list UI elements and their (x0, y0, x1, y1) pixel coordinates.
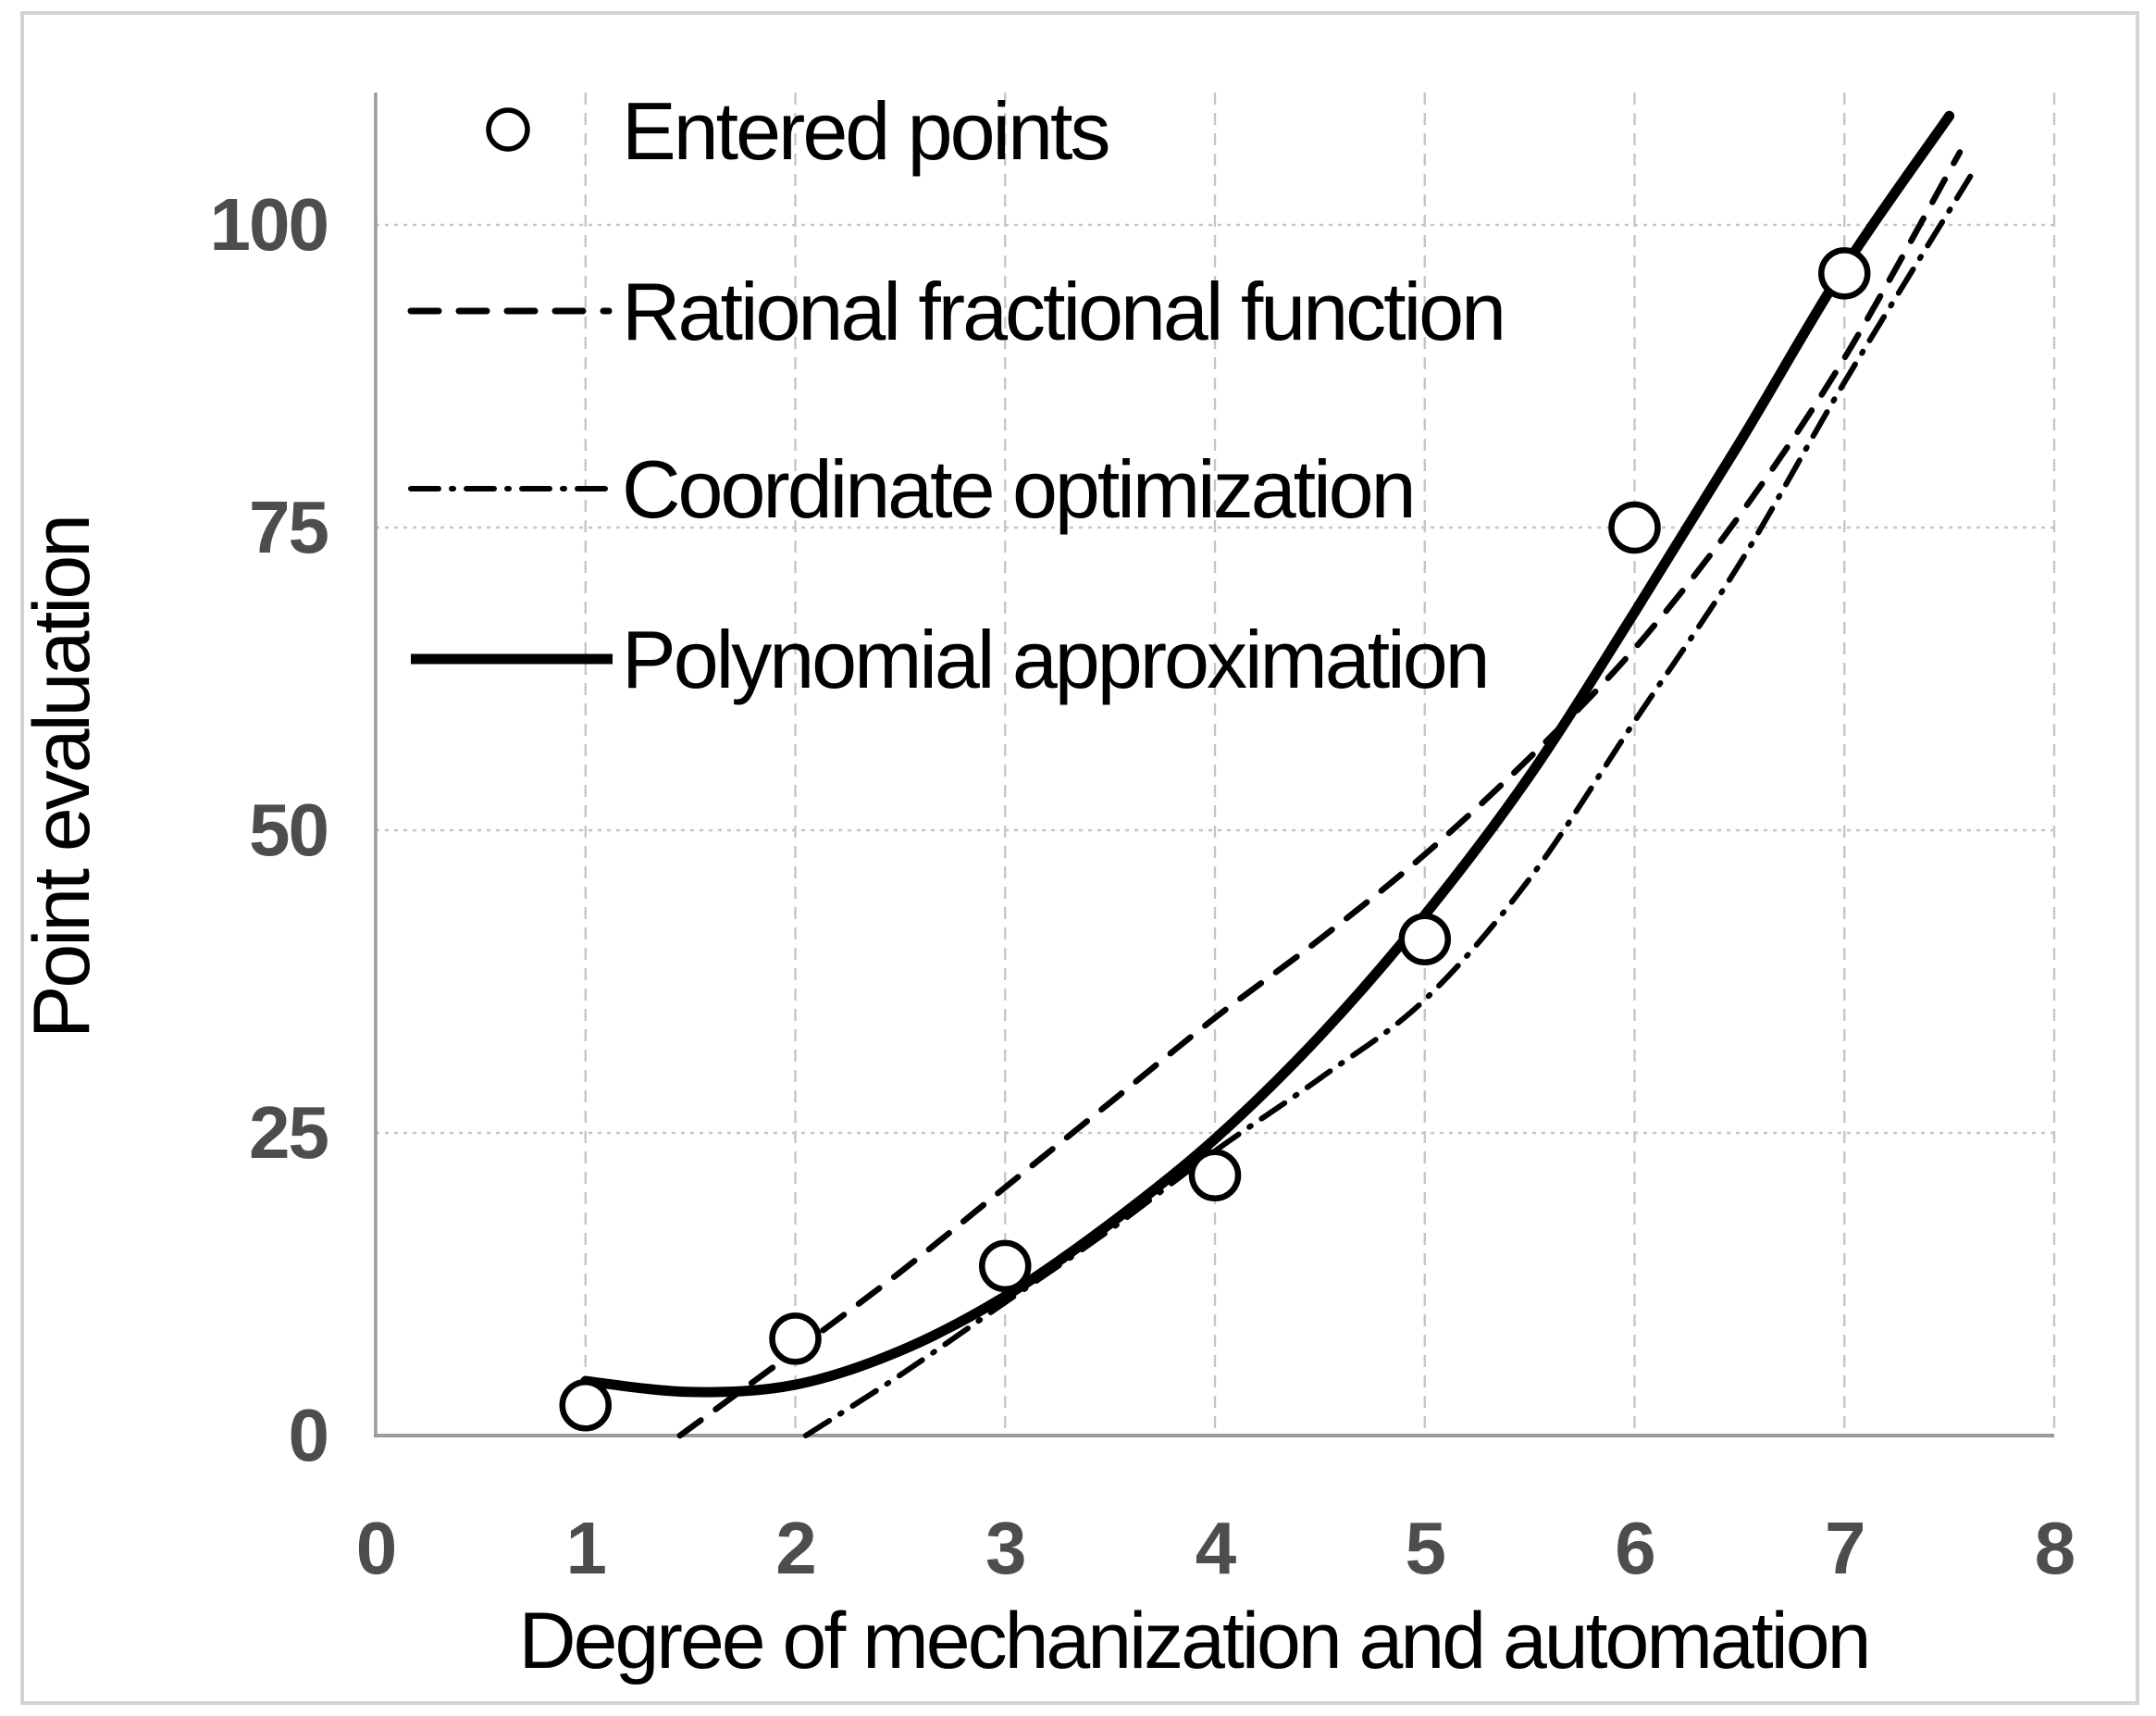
x-axis-title: Degree of mechanization and automation (519, 1597, 1869, 1685)
circle-marker-icon (486, 107, 530, 152)
x-tick-label: 7 (1825, 1507, 1865, 1589)
y-tick-label: 75 (249, 486, 328, 568)
data-point-marker-entered-points (769, 1312, 822, 1365)
tick-labels: 0 1 2 3 4 5 6 7 8 0 25 50 75 100 (210, 183, 2076, 1589)
data-series (559, 110, 1974, 1439)
x-tick-label: 1 (566, 1507, 606, 1589)
x-tick-label: 2 (775, 1507, 815, 1589)
legend-item-label: Polynomial approximation (622, 614, 1488, 705)
y-tick-label: 0 (289, 1394, 328, 1476)
legend-item-entered-points: Entered points (486, 85, 1111, 177)
axes (374, 93, 2054, 1437)
legend-item-coordinate-optimization: Coordinate optimization (408, 443, 1417, 535)
axis-titles: Point evaluation Degree of mechanization… (18, 516, 1871, 1685)
legend-item-label: Rational fractional function (622, 266, 1504, 357)
data-point-marker-entered-points (1398, 913, 1451, 965)
series-line-polynomial-approximation (580, 110, 1955, 1398)
x-tick-label: 4 (1196, 1507, 1237, 1589)
x-tick-label: 5 (1406, 1507, 1445, 1589)
y-tick-label: 25 (249, 1091, 328, 1174)
series-line-coordinate-optimization (802, 173, 1974, 1438)
data-point-marker-entered-points (979, 1239, 1032, 1293)
y-tick-label: 100 (210, 183, 328, 266)
x-tick-label: 3 (985, 1507, 1025, 1589)
data-point-marker-entered-points (1818, 247, 1871, 300)
x-tick-label: 0 (356, 1507, 396, 1589)
data-point-marker-entered-points (1188, 1149, 1242, 1202)
x-tick-label: 6 (1615, 1507, 1654, 1589)
image-frame-border (20, 11, 2139, 1705)
data-point-marker-entered-points (1608, 501, 1661, 554)
legend: Entered points Rational fractional funct… (407, 85, 1506, 705)
legend-item-polynomial-approximation: Polynomial approximation (411, 614, 1491, 705)
y-axis-title: Point evaluation (18, 516, 106, 1038)
legend-item-label: Coordinate optimization (622, 443, 1414, 535)
series-line-rational-fractional-function (676, 149, 1964, 1439)
gridlines (376, 93, 2056, 1436)
x-tick-label: 8 (2035, 1507, 2075, 1589)
legend-item-label: Entered points (622, 85, 1109, 177)
data-point-marker-entered-points (559, 1379, 612, 1432)
y-tick-label: 50 (249, 789, 328, 871)
legend-item-rational-fractional-function: Rational fractional function (407, 266, 1506, 357)
